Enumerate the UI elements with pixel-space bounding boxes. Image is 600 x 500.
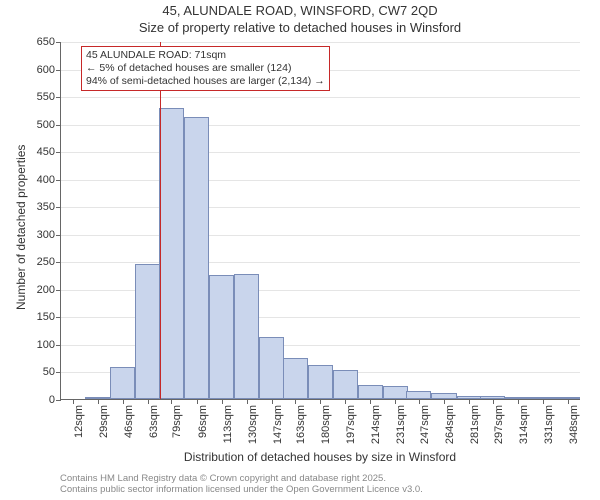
gridline [61, 152, 580, 153]
histogram-bar [308, 365, 333, 399]
y-tick-mark [56, 317, 61, 318]
y-tick-mark [56, 42, 61, 43]
x-tick-label: 113sqm [222, 405, 234, 443]
x-tick-label: 214sqm [370, 405, 382, 444]
x-tick-mark [518, 399, 519, 404]
y-tick-mark [56, 345, 61, 346]
x-tick-mark [493, 399, 494, 404]
x-tick-mark [320, 399, 321, 404]
histogram-bar [358, 385, 383, 399]
x-tick-label: 180sqm [320, 405, 332, 444]
histogram-bar [209, 275, 234, 399]
y-axis-label: Number of detached properties [14, 145, 28, 310]
x-tick-label: 46sqm [123, 405, 135, 438]
x-tick-label: 231sqm [395, 405, 407, 444]
y-tick-mark [56, 290, 61, 291]
x-tick-label: 79sqm [171, 405, 183, 438]
annotation-line-3: 94% of semi-detached houses are larger (… [86, 75, 325, 88]
histogram-bar [110, 367, 135, 399]
x-tick-mark [222, 399, 223, 404]
y-tick-mark [56, 207, 61, 208]
x-tick-mark [171, 399, 172, 404]
y-tick-mark [56, 235, 61, 236]
histogram-bar [159, 108, 184, 399]
annotation-line-1: 45 ALUNDALE ROAD: 71sqm [86, 49, 325, 62]
chart-title: 45, ALUNDALE ROAD, WINSFORD, CW7 2QD [0, 3, 600, 18]
x-tick-label: 63sqm [148, 405, 160, 438]
annotation-line-2: ← 5% of detached houses are smaller (124… [86, 62, 325, 75]
x-tick-label: 264sqm [444, 405, 456, 444]
x-tick-label: 281sqm [469, 405, 481, 444]
x-tick-label: 314sqm [518, 405, 530, 444]
footer-attribution-1: Contains HM Land Registry data © Crown c… [60, 473, 386, 484]
x-tick-mark [345, 399, 346, 404]
x-tick-label: 29sqm [98, 405, 110, 438]
x-tick-label: 163sqm [295, 405, 307, 444]
y-tick-mark [56, 152, 61, 153]
x-tick-mark [73, 399, 74, 404]
histogram-bar [406, 391, 431, 399]
plot-area: 050100150200250300350400450500550600650 … [60, 42, 580, 400]
x-tick-label: 297sqm [493, 405, 505, 444]
histogram-bar [383, 386, 408, 399]
x-tick-label: 197sqm [345, 405, 357, 444]
x-tick-label: 331sqm [543, 405, 555, 444]
gridline [61, 235, 580, 236]
y-tick-mark [56, 400, 61, 401]
gridline [61, 180, 580, 181]
x-tick-mark [444, 399, 445, 404]
y-tick-mark [56, 125, 61, 126]
x-tick-mark [247, 399, 248, 404]
x-tick-mark [295, 399, 296, 404]
histogram-bar [259, 337, 284, 399]
y-tick-mark [56, 180, 61, 181]
gridline [61, 97, 580, 98]
histogram-bar [234, 274, 259, 399]
x-tick-mark [395, 399, 396, 404]
gridline [61, 42, 580, 43]
x-tick-mark [98, 399, 99, 404]
chart-container: 45, ALUNDALE ROAD, WINSFORD, CW7 2QD Siz… [0, 0, 600, 500]
x-tick-mark [370, 399, 371, 404]
gridline [61, 207, 580, 208]
x-tick-mark [568, 399, 569, 404]
x-tick-mark [272, 399, 273, 404]
chart-subtitle: Size of property relative to detached ho… [0, 20, 600, 35]
gridline [61, 125, 580, 126]
y-tick-mark [56, 97, 61, 98]
histogram-bar [184, 117, 209, 399]
x-tick-label: 147sqm [272, 405, 284, 444]
annotation-box: 45 ALUNDALE ROAD: 71sqm ← 5% of detached… [81, 46, 330, 91]
x-tick-mark [469, 399, 470, 404]
histogram-bar [333, 370, 358, 399]
y-tick-mark [56, 262, 61, 263]
footer-attribution-2: Contains public sector information licen… [60, 484, 423, 495]
x-tick-label: 247sqm [419, 405, 431, 444]
histogram-bar [283, 358, 308, 399]
x-axis-label: Distribution of detached houses by size … [60, 450, 580, 464]
x-tick-mark [197, 399, 198, 404]
x-tick-label: 96sqm [197, 405, 209, 438]
x-tick-label: 348sqm [568, 405, 580, 444]
x-tick-mark [419, 399, 420, 404]
y-tick-mark [56, 372, 61, 373]
x-tick-mark [543, 399, 544, 404]
x-tick-mark [123, 399, 124, 404]
x-tick-label: 12sqm [73, 405, 85, 438]
reference-line [160, 42, 161, 399]
x-tick-mark [148, 399, 149, 404]
y-tick-mark [56, 70, 61, 71]
histogram-bar [135, 264, 160, 399]
x-tick-label: 130sqm [247, 405, 259, 444]
